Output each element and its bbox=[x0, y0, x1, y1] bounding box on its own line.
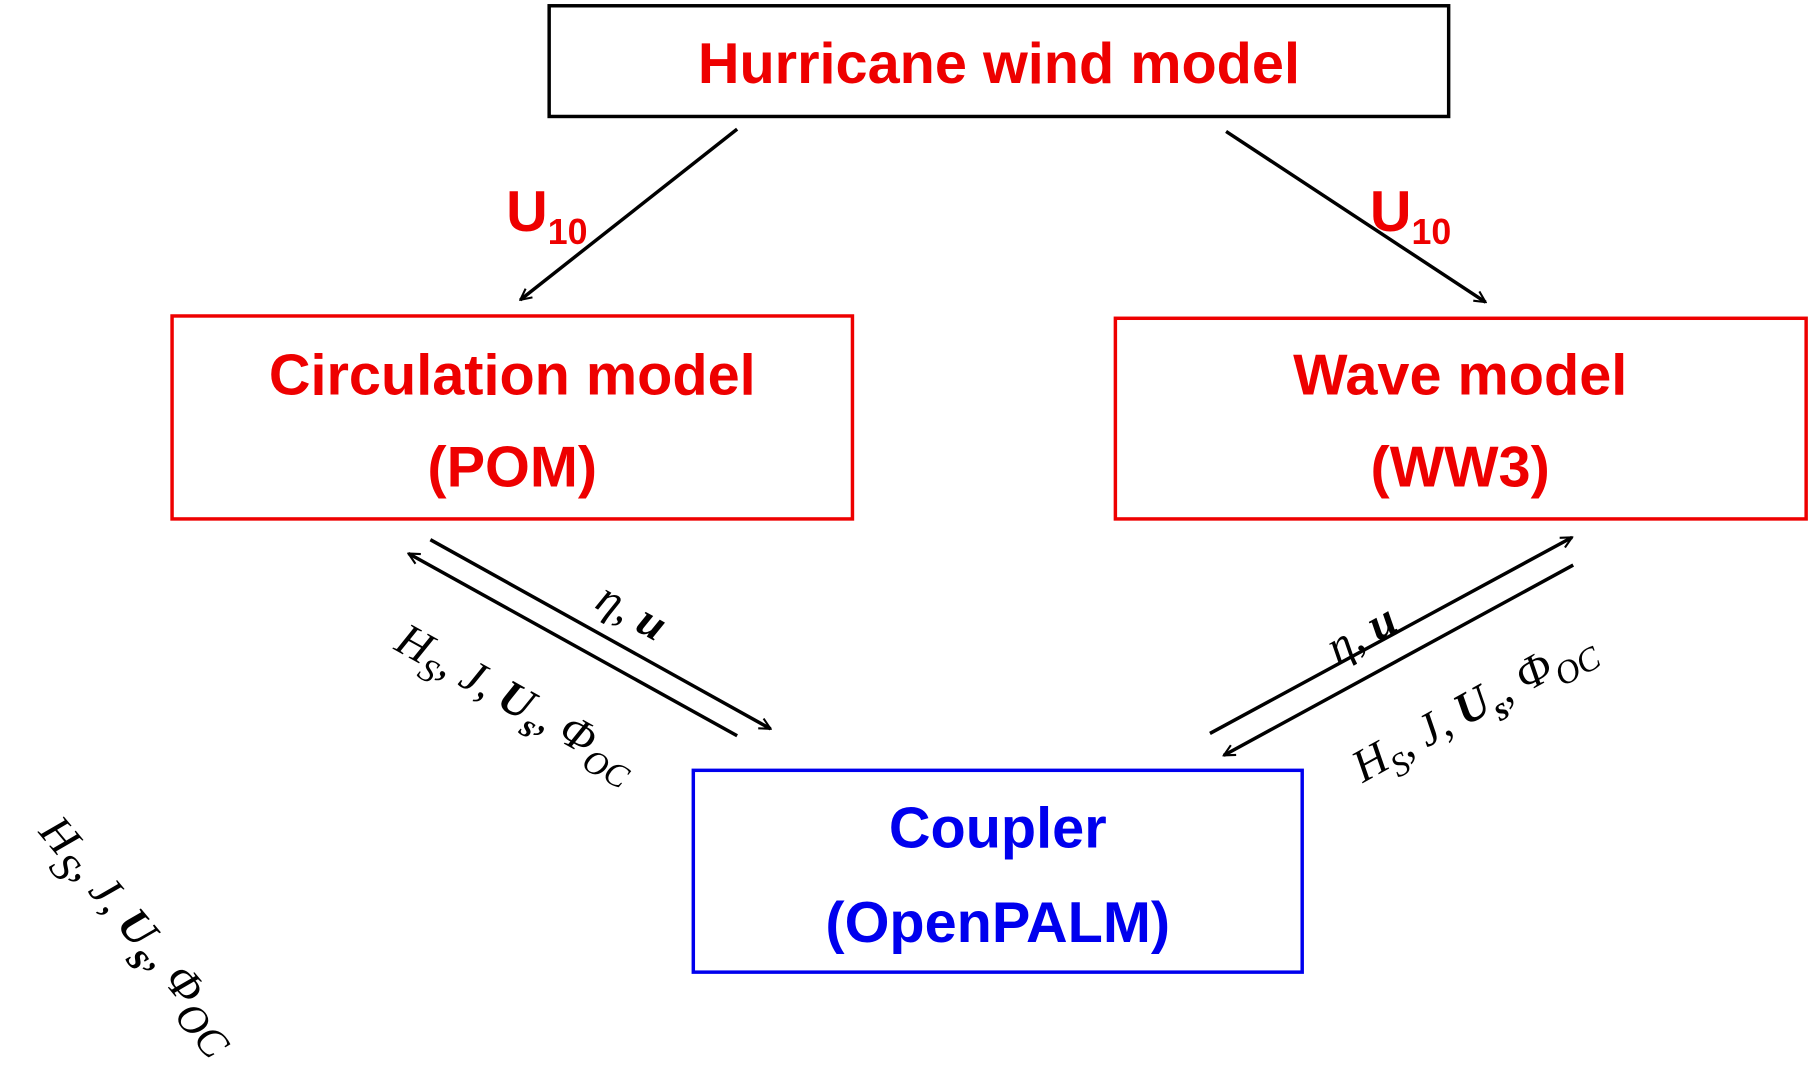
label-subscript: 10 bbox=[548, 212, 588, 252]
edge-label: HS, J, Us, ΦOC bbox=[19, 805, 254, 1068]
node-label: (WW3) bbox=[1371, 436, 1550, 500]
node-label: Wave model bbox=[1293, 343, 1627, 407]
arrow bbox=[1224, 563, 1575, 757]
box-wave bbox=[1113, 316, 1808, 521]
arrow bbox=[408, 552, 738, 738]
label-text: U bbox=[506, 180, 548, 244]
box-coupler bbox=[691, 768, 1304, 974]
arrow bbox=[1209, 535, 1572, 735]
edge-label: U10 bbox=[506, 180, 587, 252]
box-hurricane bbox=[547, 4, 1451, 119]
edge-label: U10 bbox=[1370, 180, 1451, 252]
node-label: Circulation model bbox=[269, 343, 756, 407]
node-label: (POM) bbox=[427, 436, 597, 500]
label-subscript: 10 bbox=[1412, 212, 1452, 252]
node-label: Hurricane wind model bbox=[698, 32, 1300, 96]
arrow bbox=[1225, 130, 1485, 304]
node-label: Coupler bbox=[889, 797, 1107, 861]
arrow bbox=[520, 127, 739, 300]
edge-label: HS, J, Us, ΦOC bbox=[382, 612, 647, 796]
arrow bbox=[429, 538, 770, 731]
node-label: (OpenPALM) bbox=[825, 891, 1170, 955]
edge-label: η, u bbox=[589, 571, 676, 650]
edge-label: η, u bbox=[1317, 593, 1404, 672]
label-text: U bbox=[1370, 180, 1412, 244]
box-circulation bbox=[170, 314, 855, 521]
